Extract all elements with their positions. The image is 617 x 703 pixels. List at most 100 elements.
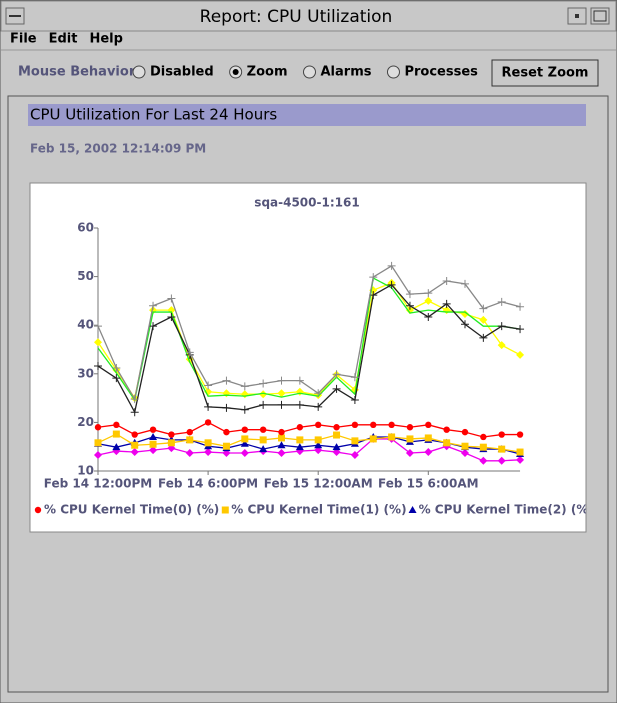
point xyxy=(277,449,286,458)
report-timestamp: Feb 15, 2002 12:14:09 PM xyxy=(30,142,206,156)
point xyxy=(34,506,42,514)
point xyxy=(516,455,525,464)
point xyxy=(112,374,121,383)
menu-item[interactable]: Help xyxy=(89,32,122,47)
point xyxy=(277,376,286,385)
point xyxy=(498,445,506,453)
point xyxy=(278,434,285,442)
point xyxy=(424,434,432,442)
point xyxy=(259,426,267,433)
point xyxy=(130,395,139,404)
radio-label[interactable]: Processes xyxy=(404,65,478,80)
point xyxy=(204,381,213,390)
point xyxy=(94,362,102,371)
point xyxy=(223,428,230,436)
point xyxy=(204,419,212,426)
point xyxy=(408,506,417,513)
point xyxy=(461,428,469,436)
point xyxy=(387,261,396,270)
menu-item[interactable]: Edit xyxy=(49,32,78,47)
chart-box xyxy=(29,182,587,533)
point xyxy=(369,435,377,443)
point xyxy=(443,426,450,433)
point xyxy=(296,424,304,431)
toolbar-label: Mouse Behavior: xyxy=(18,65,140,80)
series-line xyxy=(97,284,521,415)
report-header xyxy=(28,104,586,126)
x-tick-label: Feb 15 12:00AM xyxy=(264,477,373,491)
point xyxy=(497,341,506,350)
point xyxy=(461,320,469,329)
point xyxy=(405,449,414,458)
point xyxy=(516,350,525,359)
point xyxy=(167,312,176,321)
point xyxy=(259,400,268,409)
menu-bar: File Edit Help xyxy=(10,32,123,47)
radio-label[interactable]: Disabled xyxy=(150,65,214,80)
y-tick-label: 40 xyxy=(77,318,94,332)
point xyxy=(94,450,102,459)
point xyxy=(240,405,249,414)
point xyxy=(94,338,102,347)
point xyxy=(479,443,487,451)
point xyxy=(149,301,158,310)
point xyxy=(425,421,432,429)
point xyxy=(131,441,139,449)
radio-button[interactable] xyxy=(386,65,400,79)
button-label[interactable]: Reset Zoom xyxy=(502,66,589,81)
point xyxy=(387,280,396,289)
point xyxy=(240,449,249,458)
point xyxy=(221,506,229,514)
point xyxy=(130,408,139,417)
point xyxy=(186,436,194,444)
point xyxy=(332,370,341,379)
point xyxy=(295,400,304,409)
point xyxy=(131,431,138,438)
series-line xyxy=(97,277,521,402)
y-tick-label: 10 xyxy=(77,464,94,478)
point xyxy=(497,456,506,465)
point xyxy=(350,396,359,405)
reset-zoom-button[interactable] xyxy=(491,59,599,87)
point xyxy=(185,449,194,458)
point xyxy=(479,456,488,465)
window-title: Report: CPU Utilization xyxy=(200,7,393,27)
maximize-button[interactable] xyxy=(590,7,610,25)
point xyxy=(442,276,451,285)
y-tick-label: 30 xyxy=(77,366,94,380)
point xyxy=(479,315,488,324)
point xyxy=(130,448,139,457)
legend-label: % CPU Kernel Time(2) (%) xyxy=(419,503,594,517)
point xyxy=(112,363,121,372)
point xyxy=(186,428,193,436)
radio-label[interactable]: Alarms xyxy=(321,65,372,80)
point xyxy=(479,304,488,313)
point xyxy=(259,436,267,444)
y-tick-label: 50 xyxy=(77,269,94,283)
point xyxy=(333,431,341,439)
radio-button[interactable] xyxy=(303,65,316,79)
point xyxy=(332,384,341,393)
menu-item[interactable]: File xyxy=(10,32,37,47)
x-tick-label: Feb 14 6:00PM xyxy=(158,477,258,491)
radio-label[interactable]: Zoom xyxy=(247,65,288,80)
point xyxy=(240,382,249,391)
point xyxy=(314,436,322,444)
legend-label: % CPU Kernel Time(1) (%) xyxy=(231,503,406,517)
radio-group: Disabled Zoom Alarms Processes xyxy=(132,65,478,80)
point xyxy=(497,322,506,331)
radio-button[interactable] xyxy=(132,65,146,79)
point xyxy=(314,441,323,449)
point xyxy=(479,333,488,342)
point xyxy=(277,389,286,398)
point xyxy=(424,296,433,305)
point xyxy=(259,390,268,399)
point xyxy=(388,433,396,441)
point xyxy=(369,273,378,282)
point xyxy=(112,443,121,451)
point xyxy=(480,433,487,441)
point xyxy=(443,439,451,447)
plot: 10 20 30 40 50 60 Feb 14 12:00PM Feb 14 6:00PM F… xyxy=(44,221,525,491)
y-tick-label: 20 xyxy=(77,415,94,429)
